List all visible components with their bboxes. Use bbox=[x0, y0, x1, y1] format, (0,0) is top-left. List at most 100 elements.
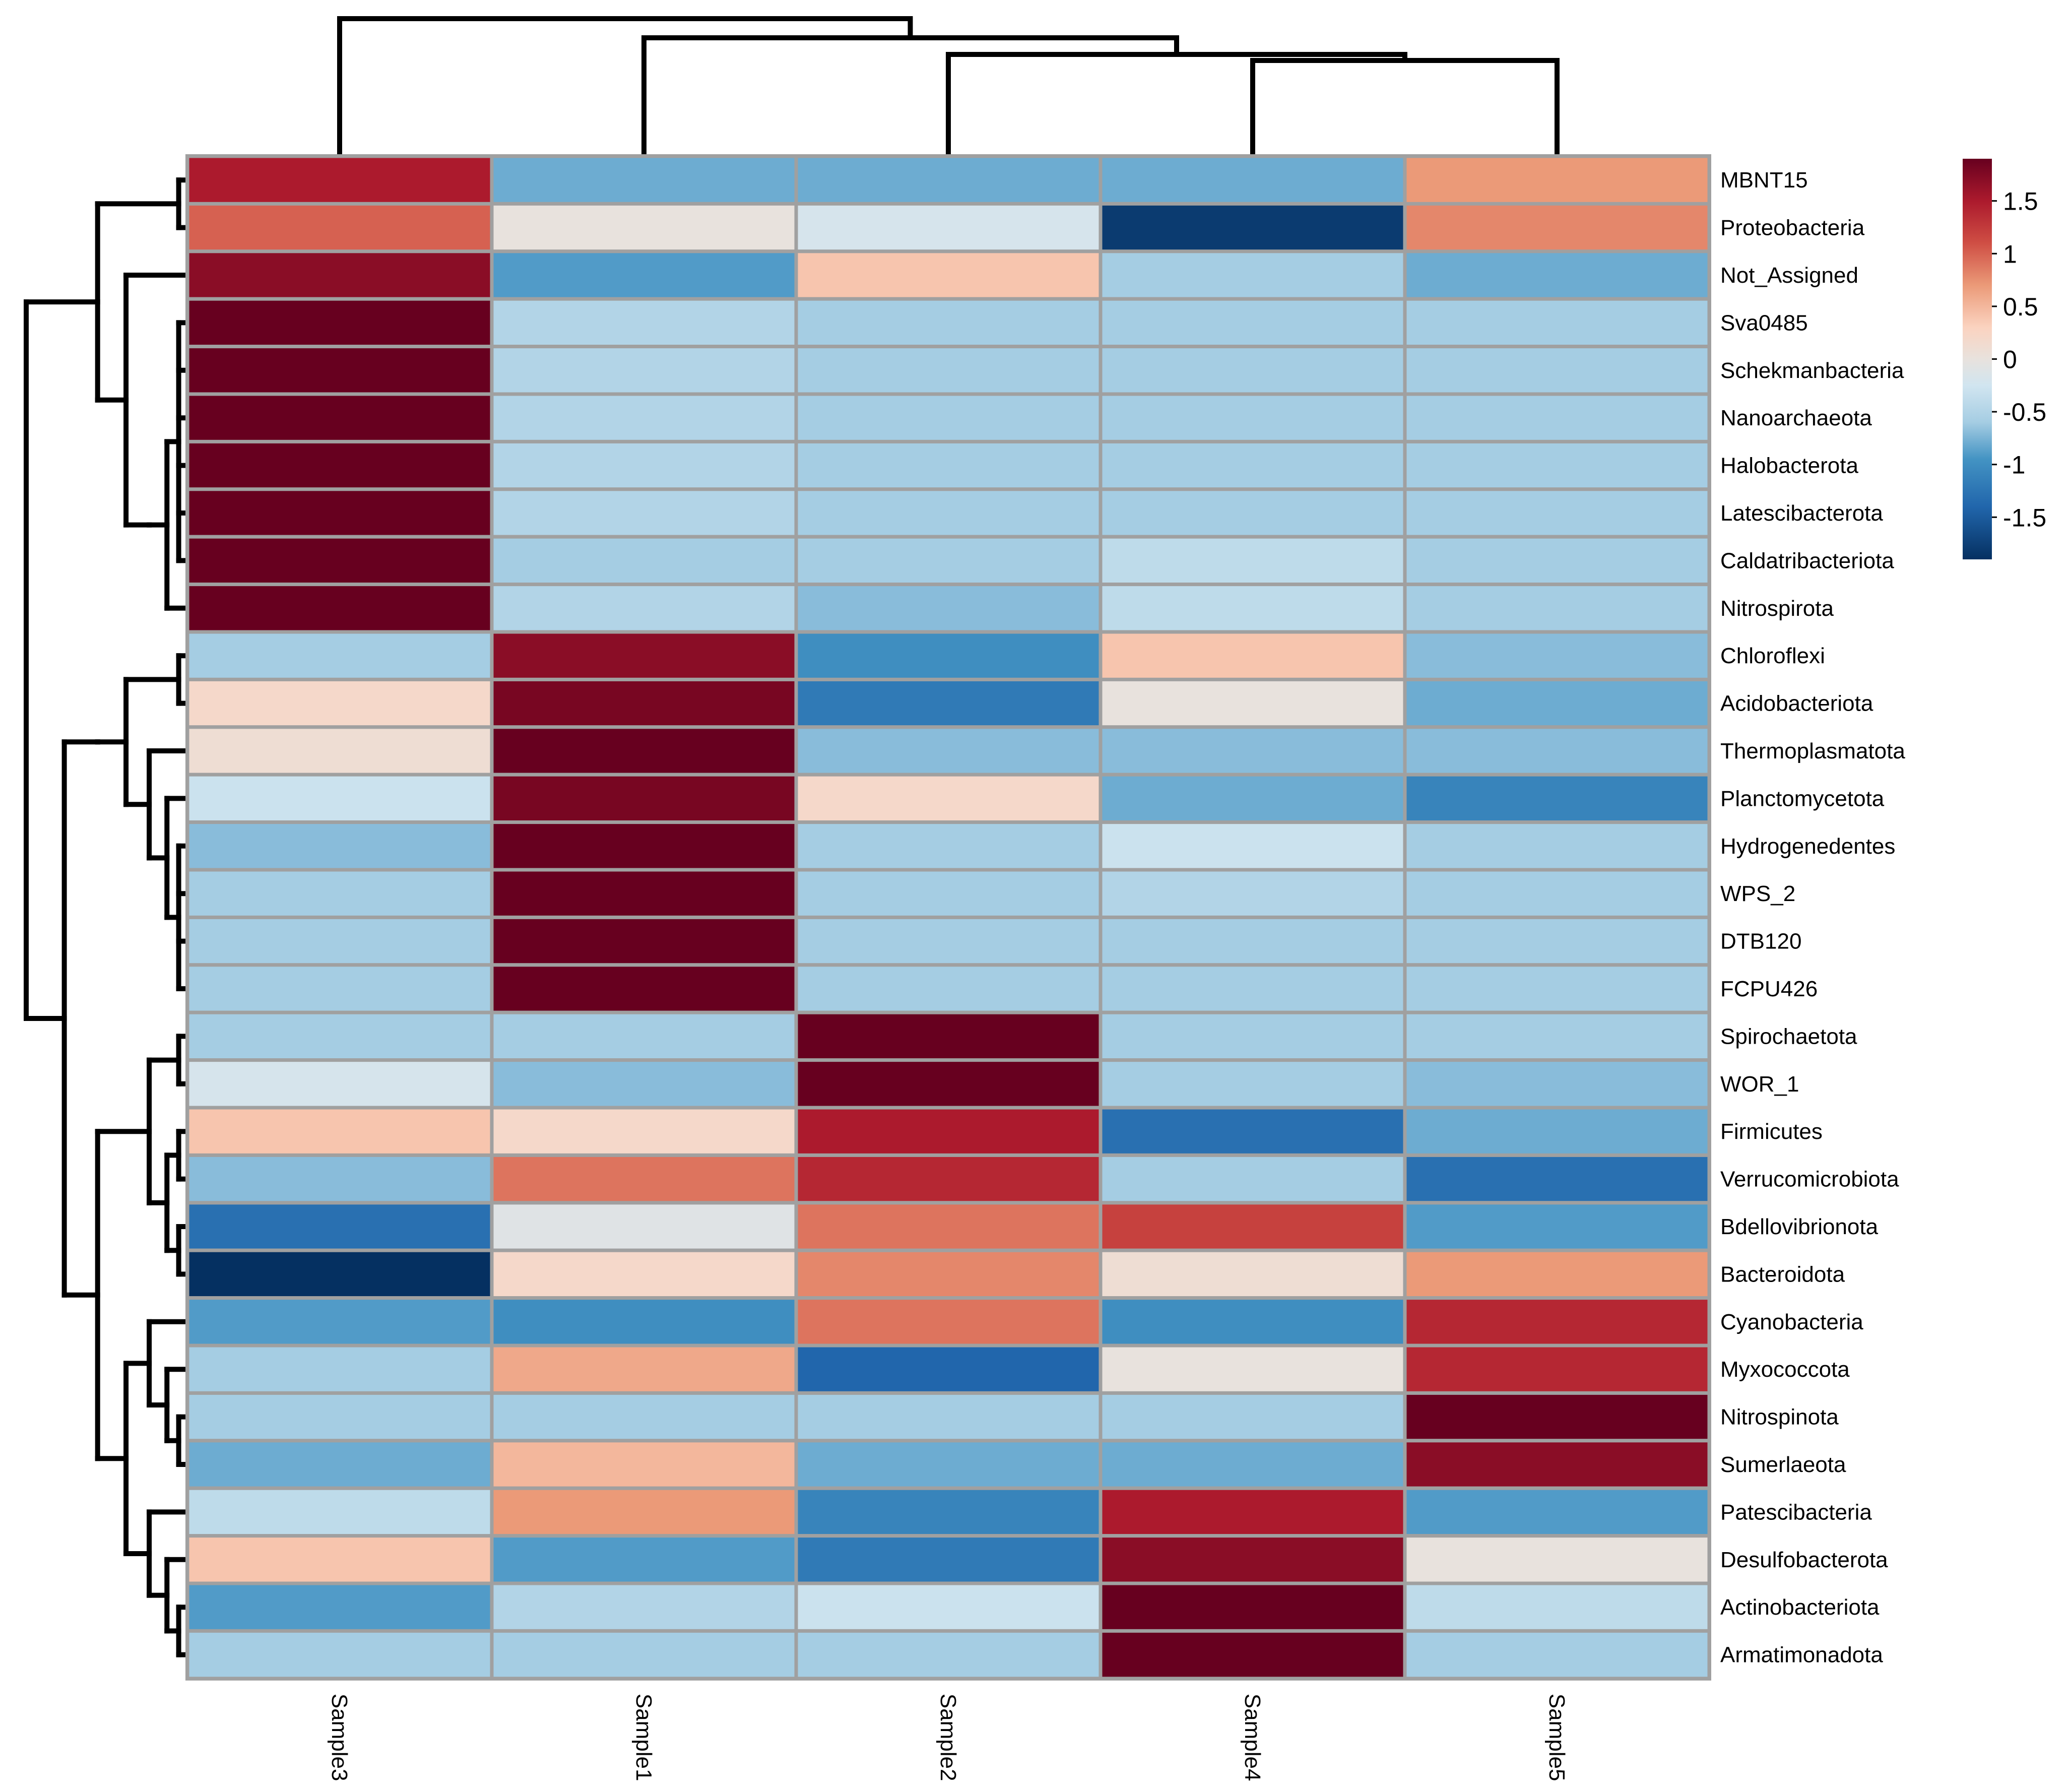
heatmap-cell bbox=[794, 1296, 1103, 1348]
heatmap-cell bbox=[794, 439, 1103, 491]
heatmap-cell bbox=[1098, 1201, 1407, 1252]
heatmap-cell bbox=[490, 1296, 798, 1348]
heatmap-cell bbox=[490, 1343, 798, 1395]
heatmap-cell bbox=[1098, 725, 1407, 777]
heatmap-cell bbox=[185, 345, 494, 396]
row-label: Verrucomicrobiota bbox=[1720, 1167, 1899, 1192]
heatmap-cell bbox=[185, 1106, 494, 1157]
heatmap-cell bbox=[1403, 1486, 1711, 1538]
heatmap-cell bbox=[794, 1391, 1103, 1443]
colorbar-tick-label: 0.5 bbox=[2003, 293, 2038, 321]
heatmap-cell bbox=[185, 1439, 494, 1490]
heatmap-cell bbox=[490, 345, 798, 396]
heatmap-cell bbox=[185, 1058, 494, 1110]
heatmap-cell bbox=[794, 773, 1103, 824]
heatmap-cell bbox=[1403, 202, 1711, 253]
row-label: DTB120 bbox=[1720, 929, 1801, 954]
heatmap-cell bbox=[1098, 915, 1407, 967]
row-label: Nanoarchaeota bbox=[1720, 406, 1872, 430]
heatmap-cell bbox=[490, 868, 798, 919]
row-label: Nitrospirota bbox=[1720, 596, 1834, 621]
heatmap-cell bbox=[1098, 583, 1407, 634]
heatmap-cell bbox=[490, 630, 798, 681]
heatmap-cell bbox=[490, 1581, 798, 1633]
column-label: Sample5 bbox=[1544, 1694, 1569, 1781]
heatmap-cell bbox=[1098, 1010, 1407, 1062]
heatmap-cell bbox=[794, 725, 1103, 777]
colorbar-tick-label: -0.5 bbox=[2003, 398, 2046, 426]
heatmap-cell bbox=[794, 1581, 1103, 1633]
heatmap-cell bbox=[185, 630, 494, 681]
row-label: Latescibacterota bbox=[1720, 501, 1883, 526]
column-label: Sample1 bbox=[631, 1694, 656, 1781]
row-label: Bacteroidota bbox=[1720, 1262, 1845, 1287]
heatmap-cell bbox=[1403, 1106, 1711, 1157]
row-label: Spirochaetota bbox=[1720, 1024, 1857, 1049]
heatmap-cell bbox=[490, 1629, 798, 1681]
heatmap-cell bbox=[1098, 677, 1407, 729]
heatmap-cell bbox=[794, 487, 1103, 539]
heatmap-cell bbox=[794, 1106, 1103, 1157]
heatmap-cell bbox=[794, 1201, 1103, 1252]
column-dendrogram bbox=[337, 16, 1560, 156]
heatmap-cell bbox=[185, 535, 494, 587]
heatmap-cell bbox=[1403, 345, 1711, 396]
heatmap-cell bbox=[794, 820, 1103, 872]
row-label: Nitrospinota bbox=[1720, 1405, 1839, 1430]
heatmap-cell bbox=[490, 1201, 798, 1252]
heatmap-cell bbox=[1403, 1629, 1711, 1681]
row-label: Firmicutes bbox=[1720, 1119, 1823, 1144]
heatmap-cell bbox=[1098, 1343, 1407, 1395]
heatmap-cell bbox=[1098, 439, 1407, 491]
heatmap-cell bbox=[794, 1058, 1103, 1110]
heatmap-cell bbox=[1098, 297, 1407, 349]
row-label: Actinobacteriota bbox=[1720, 1595, 1880, 1620]
heatmap-cell bbox=[185, 249, 494, 301]
row-label: Myxococcota bbox=[1720, 1357, 1850, 1382]
heatmap-cell bbox=[185, 487, 494, 539]
heatmap-cell bbox=[490, 1486, 798, 1538]
heatmap-cell bbox=[794, 1343, 1103, 1395]
row-label: Proteobacteria bbox=[1720, 216, 1865, 240]
colorbar-tick-label: -1 bbox=[2003, 451, 2025, 479]
heatmap-cell bbox=[490, 725, 798, 777]
heatmap-cell bbox=[1403, 1343, 1711, 1395]
heatmap-cell bbox=[1098, 868, 1407, 919]
heatmap-cell bbox=[490, 1248, 798, 1300]
heatmap-cell bbox=[1098, 1629, 1407, 1681]
column-label: Sample2 bbox=[936, 1694, 960, 1781]
heatmap-cell bbox=[1403, 915, 1711, 967]
heatmap-cell bbox=[1098, 345, 1407, 396]
heatmap-cell bbox=[794, 154, 1103, 206]
heatmap-cell bbox=[794, 630, 1103, 681]
heatmap-cell bbox=[794, 1629, 1103, 1681]
row-label: Schekmanbacteria bbox=[1720, 358, 1904, 383]
row-label: Patescibacteria bbox=[1720, 1500, 1872, 1524]
row-dendrogram bbox=[24, 177, 186, 1657]
heatmap-cell bbox=[185, 1296, 494, 1348]
heatmap-cell bbox=[1098, 1439, 1407, 1490]
heatmap-cell bbox=[1403, 487, 1711, 539]
row-label: Cyanobacteria bbox=[1720, 1310, 1863, 1334]
heatmap-cell bbox=[185, 1391, 494, 1443]
heatmap-cell bbox=[490, 1534, 798, 1585]
colorbar-tick-label: -1.5 bbox=[2003, 503, 2046, 532]
heatmap-cell bbox=[1403, 392, 1711, 443]
heatmap-cell bbox=[1098, 1106, 1407, 1157]
heatmap-cell bbox=[490, 392, 798, 443]
row-label: Acidobacteriota bbox=[1720, 691, 1873, 716]
row-label: WPS_2 bbox=[1720, 881, 1795, 906]
row-label: Not_Assigned bbox=[1720, 263, 1858, 288]
row-label: MBNT15 bbox=[1720, 168, 1808, 193]
heatmap-cell bbox=[794, 1486, 1103, 1538]
row-label: Halobacterota bbox=[1720, 454, 1858, 478]
row-label: Sumerlaeota bbox=[1720, 1452, 1846, 1477]
heatmap-cell bbox=[490, 154, 798, 206]
heatmap-cell bbox=[1098, 1248, 1407, 1300]
heatmap-cell bbox=[794, 1010, 1103, 1062]
heatmap-cell bbox=[490, 1106, 798, 1157]
heatmap-cell bbox=[1403, 868, 1711, 919]
heatmap-cell bbox=[185, 392, 494, 443]
heatmap-cell bbox=[490, 963, 798, 1014]
